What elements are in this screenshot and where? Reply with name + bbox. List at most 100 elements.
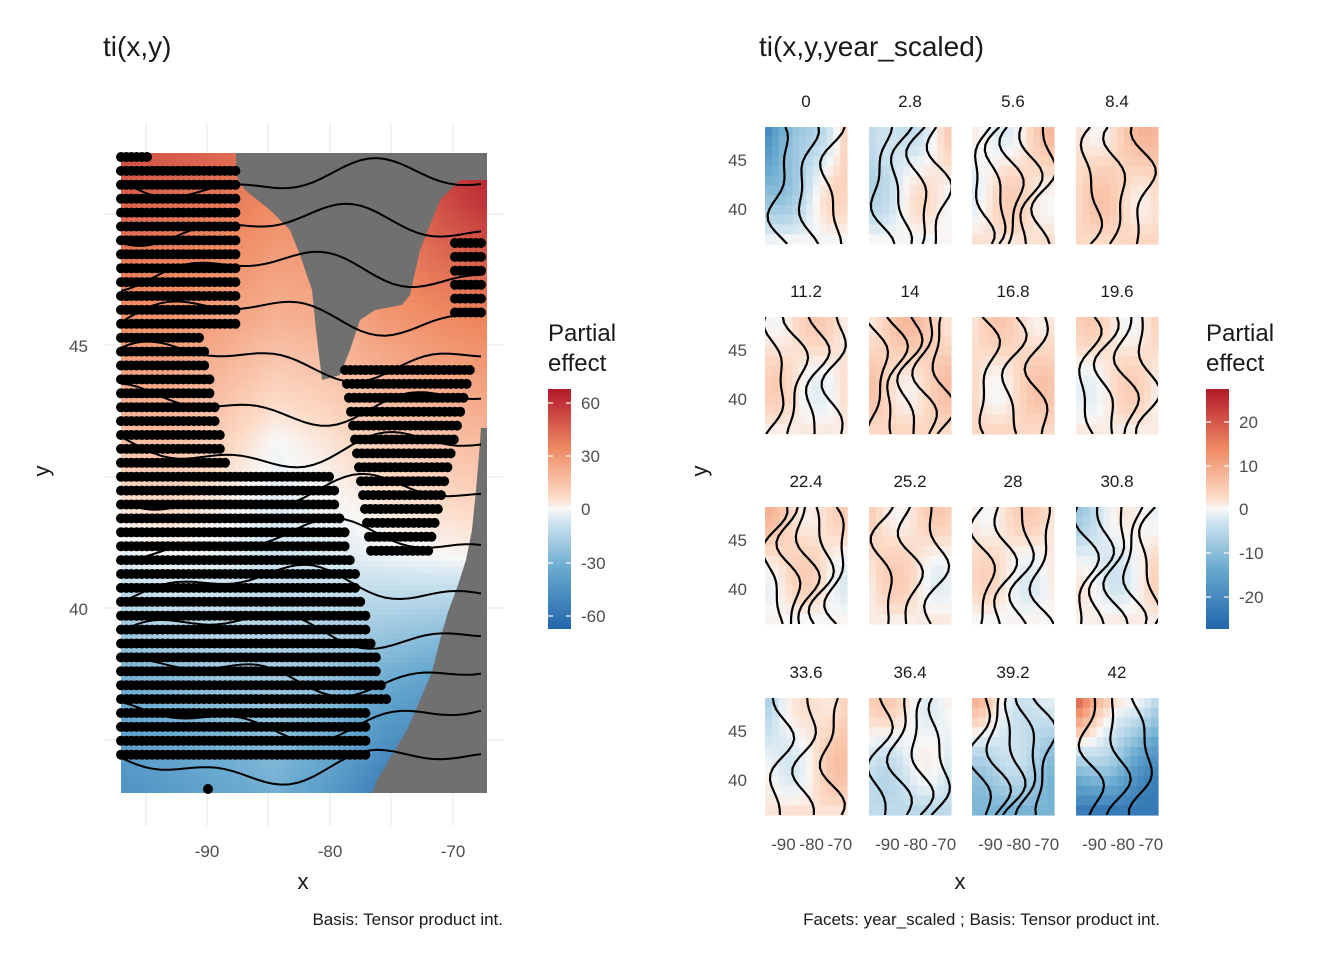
surface-cell bbox=[379, 339, 386, 346]
surface-cell bbox=[445, 339, 452, 346]
surface-cell bbox=[289, 417, 296, 424]
surface-cell bbox=[283, 441, 290, 448]
surface-cell bbox=[367, 561, 374, 568]
surface-cell bbox=[271, 591, 278, 598]
surface-cell bbox=[307, 453, 314, 460]
surface-cell bbox=[349, 375, 356, 382]
surface-cell bbox=[205, 411, 212, 418]
surface-cell bbox=[253, 345, 260, 352]
surface-cell bbox=[397, 615, 404, 622]
surface-cell bbox=[283, 339, 290, 346]
surface-cell bbox=[325, 465, 332, 472]
surface-cell bbox=[259, 447, 266, 454]
surface-cell bbox=[253, 459, 260, 466]
surface-cell bbox=[133, 357, 140, 364]
surface-cell bbox=[367, 525, 374, 532]
surface-cell bbox=[373, 621, 380, 628]
surface-cell bbox=[409, 315, 416, 322]
surface-cell bbox=[235, 393, 242, 400]
surface-cell bbox=[247, 579, 254, 586]
surface-cell bbox=[277, 231, 284, 238]
surface-cell bbox=[145, 453, 152, 460]
surface-cell bbox=[439, 387, 446, 394]
surface-cell bbox=[283, 537, 290, 544]
surface-cell bbox=[415, 615, 422, 622]
surface-cell bbox=[199, 339, 206, 346]
surface-cell bbox=[343, 429, 350, 436]
surface-cell bbox=[199, 495, 206, 502]
surface-cell bbox=[307, 321, 314, 328]
surface-cell bbox=[175, 465, 182, 472]
surface-cell bbox=[427, 639, 434, 646]
surface-cell bbox=[265, 267, 272, 274]
surface-cell bbox=[379, 585, 386, 592]
surface-cell bbox=[313, 363, 320, 370]
surface-cell bbox=[229, 345, 236, 352]
surface-cell bbox=[301, 357, 308, 364]
surface-cell bbox=[265, 435, 272, 442]
surface-cell bbox=[361, 417, 368, 424]
surface-cell bbox=[325, 447, 332, 454]
surface-cell bbox=[199, 537, 206, 544]
surface-cell bbox=[475, 363, 482, 370]
surface-cell bbox=[337, 489, 344, 496]
surface-cell bbox=[439, 561, 446, 568]
surface-cell bbox=[283, 237, 290, 244]
surface-cell bbox=[133, 423, 140, 430]
surface-cell bbox=[163, 411, 170, 418]
surface-cell bbox=[121, 159, 128, 166]
surface-cell bbox=[169, 327, 176, 334]
surface-cell bbox=[301, 591, 308, 598]
surface-cell bbox=[247, 357, 254, 364]
surface-cell bbox=[379, 387, 386, 394]
surface-cell bbox=[445, 213, 452, 220]
surface-cell bbox=[475, 339, 482, 346]
surface-cell bbox=[457, 429, 464, 436]
surface-cell bbox=[475, 207, 482, 214]
surface-cell bbox=[157, 231, 164, 238]
surface-cell bbox=[313, 435, 320, 442]
surface-cell bbox=[463, 495, 470, 502]
surface-cell bbox=[481, 381, 487, 388]
surface-cell bbox=[187, 411, 194, 418]
surface-cell bbox=[277, 261, 284, 268]
surface-cell bbox=[289, 447, 296, 454]
surface-cell bbox=[391, 579, 398, 586]
surface-cell bbox=[223, 351, 230, 358]
surface-cell bbox=[289, 303, 296, 310]
surface-cell bbox=[199, 423, 206, 430]
surface-cell bbox=[271, 309, 278, 316]
surface-cell bbox=[217, 363, 224, 370]
surface-cell bbox=[343, 471, 350, 478]
surface-cell bbox=[409, 579, 416, 586]
surface-cell bbox=[145, 423, 152, 430]
surface-cell bbox=[373, 483, 380, 490]
surface-cell bbox=[295, 363, 302, 370]
surface-cell bbox=[217, 507, 224, 514]
surface-cell bbox=[385, 597, 392, 604]
surface-cell bbox=[481, 177, 487, 184]
surface-cell bbox=[355, 357, 362, 364]
surface-cell bbox=[175, 243, 182, 250]
surface-cell bbox=[445, 483, 452, 490]
surface-cell bbox=[259, 381, 266, 388]
surface-cell bbox=[235, 447, 242, 454]
surface-cell bbox=[223, 339, 230, 346]
surface-cell bbox=[271, 267, 278, 274]
surface-cell bbox=[469, 429, 476, 436]
surface-cell bbox=[205, 537, 212, 544]
surface-cell bbox=[415, 375, 422, 382]
surface-cell bbox=[403, 471, 410, 478]
surface-cell bbox=[259, 267, 266, 274]
surface-cell bbox=[259, 369, 266, 376]
surface-cell bbox=[415, 255, 422, 262]
surface-cell bbox=[247, 549, 254, 556]
surface-cell bbox=[169, 621, 176, 628]
surface-cell bbox=[247, 285, 254, 292]
surface-cell bbox=[163, 579, 170, 586]
surface-cell bbox=[313, 621, 320, 628]
surface-cell bbox=[289, 261, 296, 268]
surface-cell bbox=[169, 633, 176, 640]
surface-cell bbox=[379, 471, 386, 478]
surface-cell bbox=[283, 459, 290, 466]
